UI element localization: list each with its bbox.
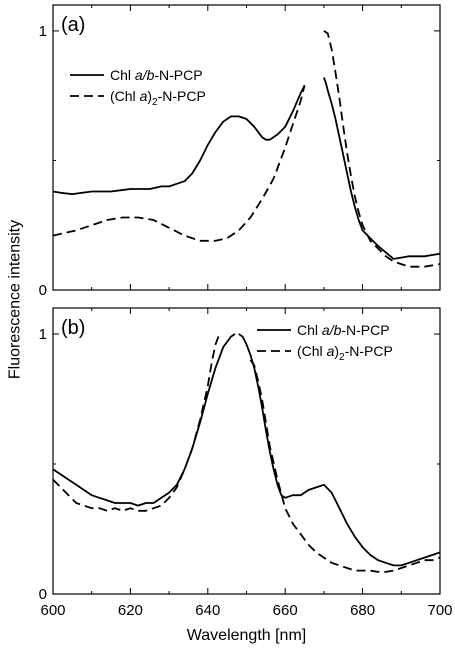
y-tick-label: 1 [39,23,47,40]
series-line [52,333,221,512]
series-line [52,84,306,195]
y-tick-label: 0 [39,282,47,299]
series-line [249,359,441,573]
x-tick-label: 680 [350,602,375,619]
series-chl-ab [52,77,441,260]
series-chl-ab [52,333,441,567]
legend-label: Chl a/b-N-PCP [110,67,203,83]
panel-a: 0 1 (a) Chl a/b-N-PCP (Chl a)2-N-PCP [39,4,441,299]
x-tick-label: 600 [40,602,65,619]
series-line [52,85,306,242]
series-chl-a2 [52,30,441,268]
y-tick-label: 0 [39,586,47,603]
series-line [323,30,441,268]
legend-label: Chl a/b-N-PCP [297,322,390,338]
series-line [323,77,441,260]
x-tick-label: 660 [273,602,298,619]
legend-label: (Chl a)2-N-PCP [110,88,206,108]
panel-label: (a) [61,14,85,36]
legend: Chl a/b-N-PCP (Chl a)2-N-PCP [257,322,393,363]
y-axis-label: Fluorescence intensity [7,220,24,379]
panel-label: (b) [61,317,85,339]
x-tick-label: 700 [427,602,452,619]
x-tick-label: 640 [195,602,220,619]
series-line [238,333,441,567]
legend-label: (Chl a)2-N-PCP [297,343,393,363]
x-axis-label: Wavelength [nm] [187,627,306,644]
series-chl-a2 [52,333,441,573]
y-tick-label: 1 [39,326,47,343]
panel-b: 0 1 600 620 640 660 680 700 (b) Chl a/b-N-PCP (Chl… [39,307,453,619]
plot-frame [52,4,441,291]
legend: Chl a/b-N-PCP (Chl a)2-N-PCP [70,67,206,108]
x-tick-label: 620 [118,602,143,619]
panels: 0 1 (a) Chl a/b-N-PCP (Chl a)2-N-PCP 0 1 600 620… [39,4,453,619]
series-line [52,333,236,507]
